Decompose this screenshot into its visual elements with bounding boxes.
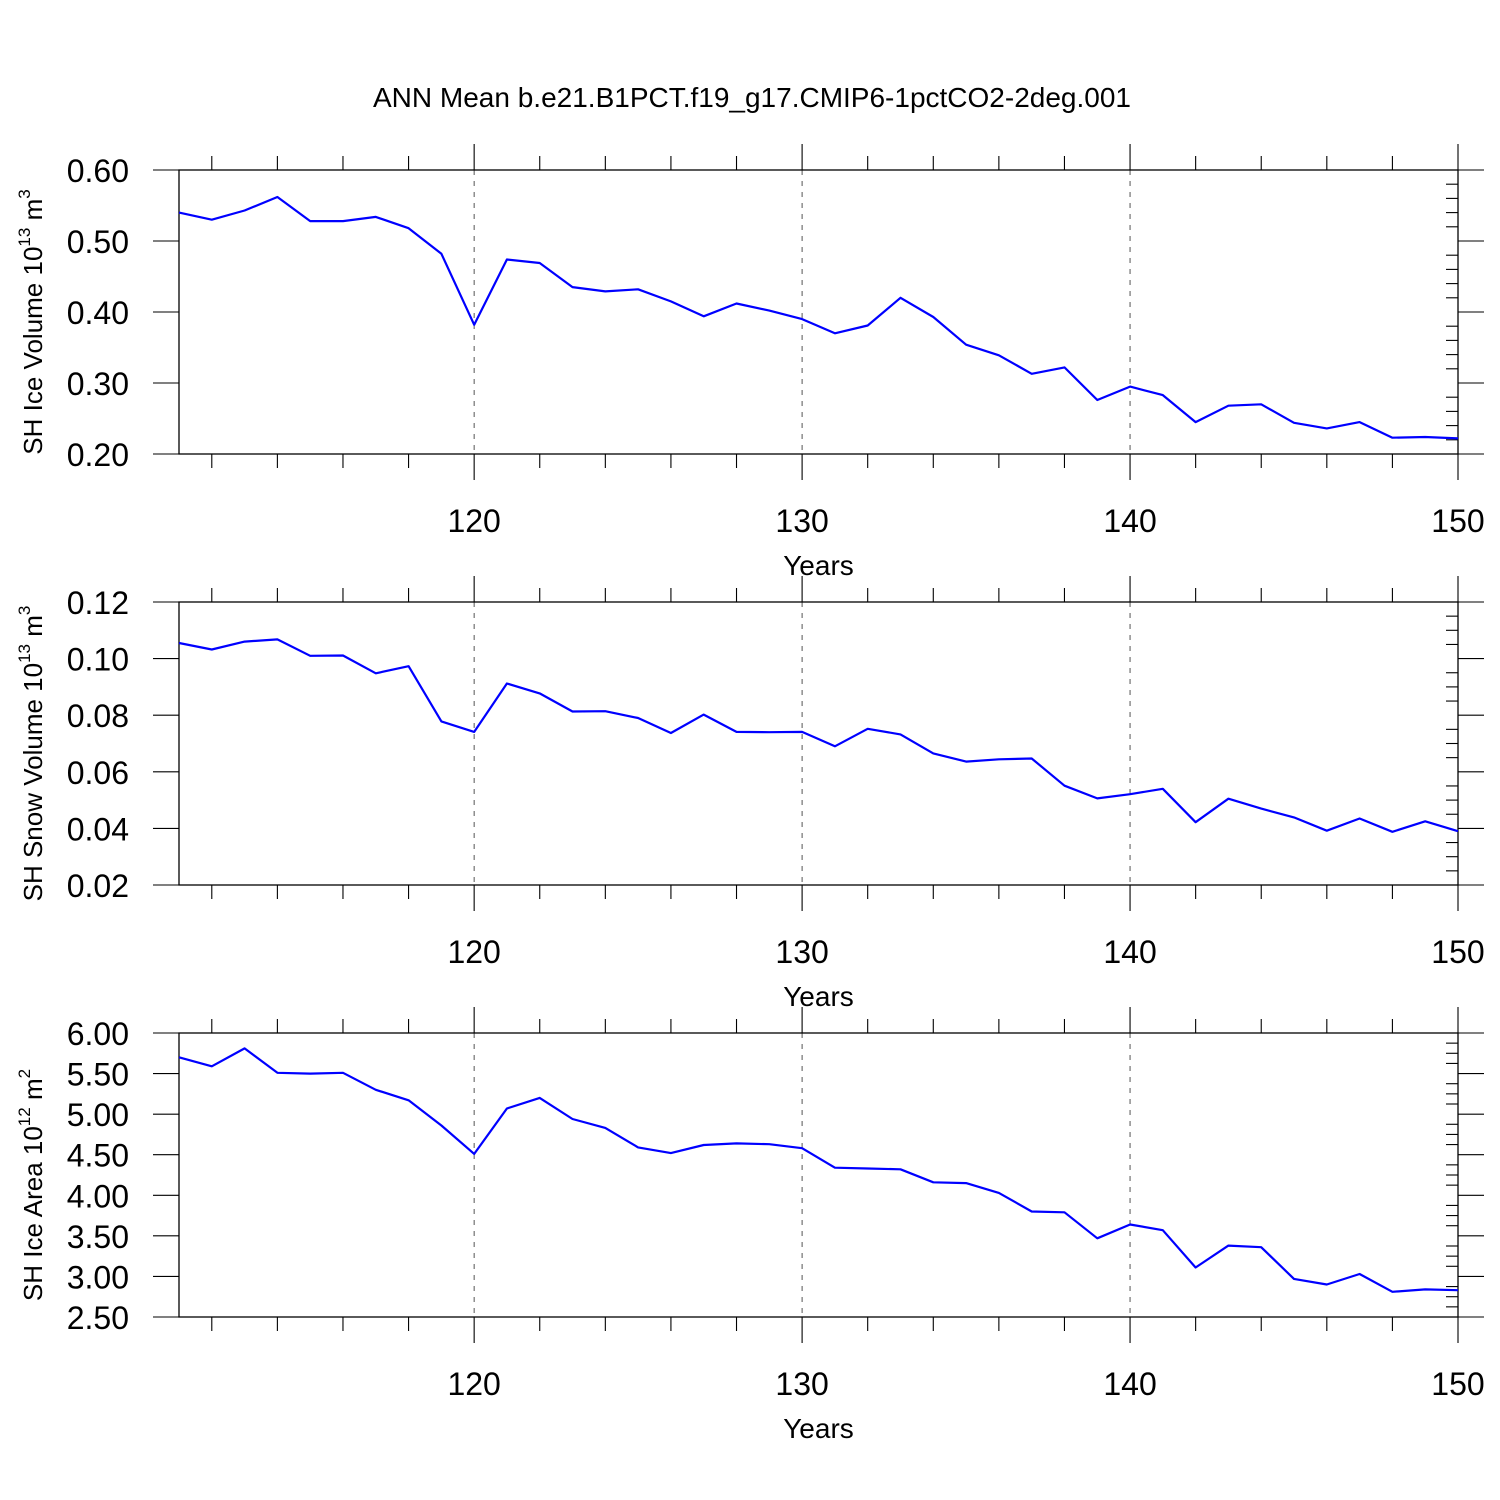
y-tick-label: 5.50 xyxy=(67,1057,129,1093)
y-tick-label: 0.50 xyxy=(67,224,129,260)
panel-2: 0.02 0.04 0.06 0.08 0.10 0.12 120 130 140 150 Year… xyxy=(15,576,1485,1012)
y-tick-label: 3.50 xyxy=(67,1219,129,1255)
x-tick-label: 120 xyxy=(447,1366,500,1402)
y-tick-label: 2.50 xyxy=(67,1300,129,1336)
y-axis-label-text: SH Ice Volume 10 xyxy=(18,247,48,455)
figure-title: ANN Mean b.e21.B1PCT.f19_g17.CMIP6-1pctC… xyxy=(373,82,1131,113)
y-axis-label-exponent: 13 xyxy=(15,228,34,247)
y-tick-label: 4.00 xyxy=(67,1178,129,1214)
x-axis-label: Years xyxy=(783,550,854,581)
x-tick-label: 140 xyxy=(1103,503,1156,539)
y-axis-label: SH Ice Volume 1013 m3 xyxy=(15,189,48,454)
y-tick-label: 0.02 xyxy=(67,868,129,904)
y-axis-label-unit-exponent: 2 xyxy=(15,1069,34,1078)
plot-frame xyxy=(178,601,1459,886)
x-tick-label: 130 xyxy=(775,1366,828,1402)
x-tick-label: 150 xyxy=(1431,503,1484,539)
y-tick-label: 0.04 xyxy=(67,811,129,847)
x-tick-label: 120 xyxy=(447,934,500,970)
y-axis-label: SH Snow Volume 1013 m3 xyxy=(15,606,48,902)
y-tick-label: 0.10 xyxy=(67,642,129,678)
y-tick-label: 0.08 xyxy=(67,698,129,734)
y-tick-label: 0.20 xyxy=(67,437,129,473)
x-tick-label: 150 xyxy=(1431,934,1484,970)
panel-1: 0.20 0.30 0.40 0.50 0.60 120 130 140 150 Years SH … xyxy=(15,144,1485,581)
y-tick-label: 0.12 xyxy=(67,585,129,621)
y-axis-label-unit-exponent: 3 xyxy=(15,189,34,198)
panel-3: 2.50 3.00 3.50 4.00 4.50 5.00 5.50 6.00 120 130 14… xyxy=(15,1007,1485,1444)
y-tick-label: 0.06 xyxy=(67,755,129,791)
y-axis-label-unit: m xyxy=(18,615,48,644)
y-axis-label-unit: m xyxy=(18,1078,48,1107)
x-tick-label: 130 xyxy=(775,503,828,539)
series-line xyxy=(178,638,1459,833)
y-axis-label-exponent: 13 xyxy=(15,644,34,663)
y-tick-label: 0.40 xyxy=(67,295,129,331)
x-tick-label: 140 xyxy=(1103,1366,1156,1402)
y-tick-label: 3.00 xyxy=(67,1259,129,1295)
y-axis-label-text: SH Snow Volume 10 xyxy=(18,663,48,901)
plot-frame xyxy=(178,169,1459,455)
y-axis-label-text: SH Ice Area 10 xyxy=(18,1126,48,1301)
x-tick-label: 150 xyxy=(1431,1366,1484,1402)
x-tick-label: 140 xyxy=(1103,934,1156,970)
x-axis-label: Years xyxy=(783,981,854,1012)
y-tick-label: 0.60 xyxy=(67,153,129,189)
x-axis-label: Years xyxy=(783,1413,854,1444)
y-axis-label-exponent: 12 xyxy=(15,1107,34,1126)
panels-container: 0.20 0.30 0.40 0.50 0.60 120 130 140 150 Years SH … xyxy=(15,144,1485,1444)
series-line xyxy=(178,1047,1459,1293)
y-axis-label-unit-exponent: 3 xyxy=(15,606,34,615)
y-tick-label: 4.50 xyxy=(67,1138,129,1174)
series-line xyxy=(178,195,1459,440)
plot-frame xyxy=(178,1032,1459,1318)
y-axis-label: SH Ice Area 1012 m2 xyxy=(15,1069,48,1301)
x-tick-label: 130 xyxy=(775,934,828,970)
y-tick-label: 0.30 xyxy=(67,366,129,402)
x-tick-label: 120 xyxy=(447,503,500,539)
y-tick-label: 6.00 xyxy=(67,1016,129,1052)
y-axis-label-unit: m xyxy=(18,199,48,228)
y-tick-label: 5.00 xyxy=(67,1097,129,1133)
